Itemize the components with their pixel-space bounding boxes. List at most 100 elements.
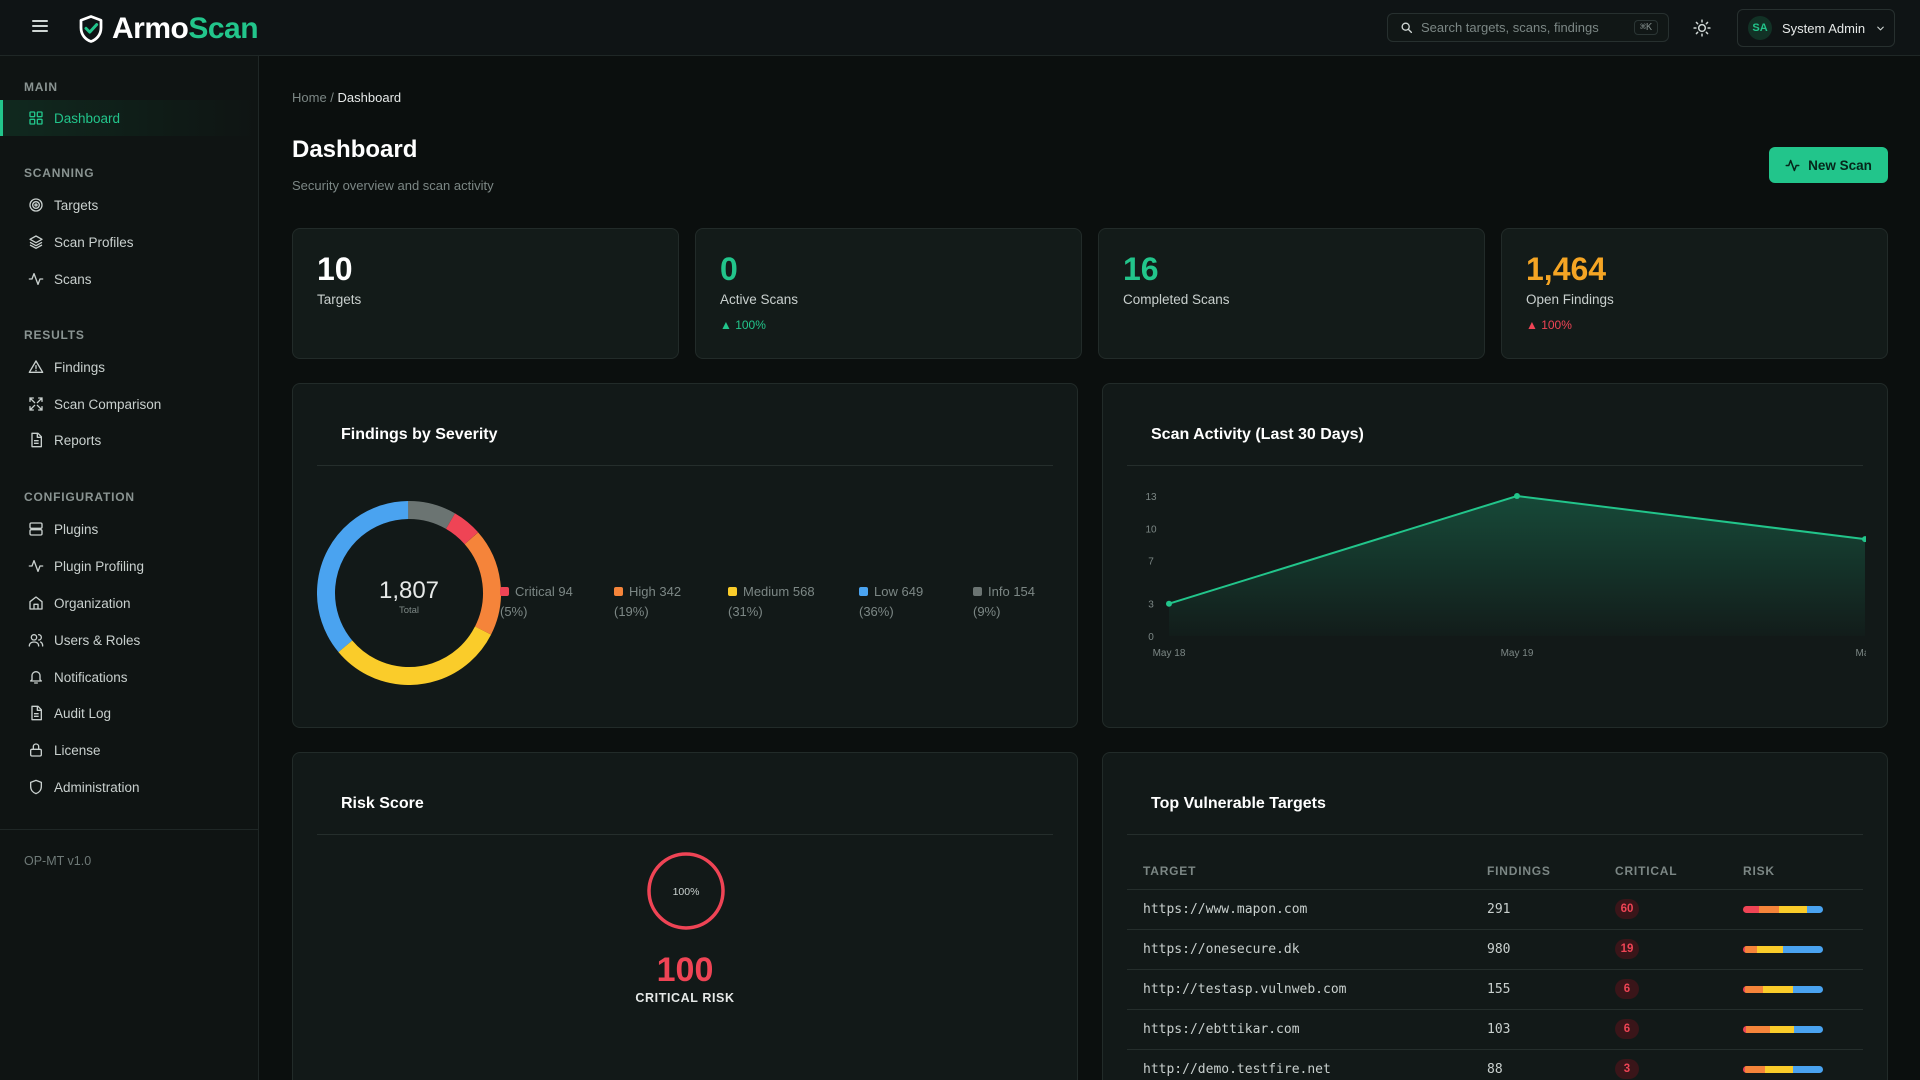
panel-title: Risk Score bbox=[341, 795, 424, 812]
risk-score-value: 100 bbox=[656, 951, 714, 989]
critical-badge: 3 bbox=[1615, 1059, 1639, 1079]
sidebar-item-audit-log[interactable]: Audit Log bbox=[0, 695, 258, 731]
legend-item-info[interactable]: Info 154 (9%) bbox=[973, 584, 1036, 619]
sidebar-item-dashboard[interactable]: Dashboard bbox=[0, 100, 258, 136]
global-search[interactable]: ⌘K bbox=[1387, 13, 1669, 42]
app-logo[interactable]: ArmoScan bbox=[76, 12, 259, 46]
legend-item-medium[interactable]: Medium 568 (31%) bbox=[728, 584, 815, 619]
risk-bar bbox=[1743, 1065, 1823, 1073]
risk-bar-segment bbox=[1743, 905, 1759, 913]
sidebar-section-configuration: CONFIGURATION bbox=[24, 490, 135, 504]
sidebar-item-notifications[interactable]: Notifications bbox=[0, 659, 258, 695]
sidebar-item-label: Audit Log bbox=[54, 705, 112, 721]
top-vulnerable-targets-panel: Top Vulnerable Targets TARGET FINDINGS C… bbox=[1102, 752, 1888, 1080]
risk-bar-segment bbox=[1744, 945, 1757, 953]
risk-bar-segment bbox=[1743, 945, 1745, 953]
panel-divider bbox=[317, 465, 1053, 466]
data-point[interactable] bbox=[1514, 493, 1520, 499]
stat-value: 16 bbox=[1123, 251, 1159, 287]
target-url[interactable]: https://ebttikar.com bbox=[1127, 1009, 1471, 1050]
sidebar-item-label: Targets bbox=[54, 197, 99, 213]
sidebar-item-targets[interactable]: Targets bbox=[0, 187, 258, 223]
stat-card-completed-scans[interactable]: 16 Completed Scans bbox=[1098, 228, 1485, 359]
target-url[interactable]: https://www.mapon.com bbox=[1127, 889, 1471, 930]
risk-bar-segment bbox=[1743, 985, 1746, 993]
legend-swatch bbox=[728, 587, 737, 596]
risk-bar-segment bbox=[1779, 905, 1807, 913]
sidebar-item-label: Scan Profiles bbox=[54, 234, 134, 250]
sidebar-item-reports[interactable]: Reports bbox=[0, 422, 258, 458]
target-url[interactable]: http://demo.testfire.net bbox=[1127, 1049, 1471, 1080]
x-tick-label: May 19 bbox=[1501, 648, 1534, 659]
column-header-target[interactable]: TARGET bbox=[1127, 853, 1471, 890]
findings-count: 88 bbox=[1471, 1049, 1599, 1080]
legend-swatch bbox=[500, 587, 509, 596]
avatar: SA bbox=[1748, 16, 1772, 40]
column-header-risk[interactable]: RISK bbox=[1727, 853, 1863, 890]
risk-cell bbox=[1727, 889, 1863, 930]
layers-icon bbox=[28, 234, 44, 250]
sidebar-item-users-roles[interactable]: Users & Roles bbox=[0, 622, 258, 658]
lock-icon bbox=[28, 742, 44, 758]
sidebar-item-scans[interactable]: Scans bbox=[0, 261, 258, 297]
shield-check-icon bbox=[79, 15, 103, 43]
y-tick-label: 13 bbox=[1145, 492, 1157, 503]
activity-icon bbox=[1785, 159, 1800, 171]
activity-icon bbox=[28, 558, 44, 574]
sidebar-item-label: Administration bbox=[54, 779, 140, 795]
critical-cell: 60 bbox=[1599, 889, 1727, 930]
breadcrumb-home[interactable]: Home bbox=[292, 90, 327, 105]
sidebar-item-administration[interactable]: Administration bbox=[0, 769, 258, 805]
stat-label: Completed Scans bbox=[1123, 292, 1230, 307]
users-icon bbox=[28, 632, 44, 648]
sidebar-item-label: Users & Roles bbox=[54, 632, 141, 648]
x-tick-label: May 18 bbox=[1153, 648, 1186, 659]
sidebar-divider bbox=[0, 829, 258, 830]
chevron-down-icon bbox=[1877, 26, 1884, 30]
sidebar-item-label: Notifications bbox=[54, 669, 128, 685]
risk-bar-segment bbox=[1770, 1025, 1795, 1033]
risk-bar-segment bbox=[1762, 985, 1794, 993]
stat-card-active-scans[interactable]: 0 Active Scans ▲ 100% bbox=[695, 228, 1082, 359]
target-url[interactable]: http://testasp.vulnweb.com bbox=[1127, 969, 1471, 1010]
sidebar-item-plugin-profiling[interactable]: Plugin Profiling bbox=[0, 548, 258, 584]
sidebar-item-plugins[interactable]: Plugins bbox=[0, 511, 258, 547]
column-header-critical[interactable]: CRITICAL bbox=[1599, 853, 1727, 890]
search-input[interactable] bbox=[1421, 20, 1621, 35]
sidebar-item-findings[interactable]: Findings bbox=[0, 349, 258, 385]
table-row[interactable]: http://testasp.vulnweb.com 155 6 bbox=[1127, 969, 1863, 1010]
stat-label: Open Findings bbox=[1526, 292, 1614, 307]
column-header-findings[interactable]: FINDINGS bbox=[1471, 853, 1599, 890]
sidebar-item-scan-profiles[interactable]: Scan Profiles bbox=[0, 224, 258, 260]
legend-item-high[interactable]: High 342 (19%) bbox=[614, 584, 682, 619]
table-row[interactable]: https://ebttikar.com 103 6 bbox=[1127, 1009, 1863, 1050]
risk-bar-segment bbox=[1765, 1065, 1794, 1073]
panel-title: Top Vulnerable Targets bbox=[1151, 795, 1326, 812]
severity-donut-chart: 1,807 Total bbox=[317, 501, 501, 685]
data-point[interactable] bbox=[1166, 600, 1172, 607]
data-point[interactable] bbox=[1862, 536, 1867, 543]
legend-item-critical[interactable]: Critical 94 (5%) bbox=[500, 584, 573, 619]
table-row[interactable]: https://onesecure.dk 980 19 bbox=[1127, 929, 1863, 970]
donut-slice-high[interactable] bbox=[317, 501, 501, 685]
theme-toggle-sun-icon[interactable] bbox=[1692, 18, 1712, 38]
legend-item-low[interactable]: Low 649 (36%) bbox=[859, 584, 924, 619]
stat-card-targets[interactable]: 10 Targets bbox=[292, 228, 679, 359]
sidebar-item-scan-comparison[interactable]: Scan Comparison bbox=[0, 386, 258, 422]
stat-card-open-findings[interactable]: 1,464 Open Findings ▲ 100% bbox=[1501, 228, 1888, 359]
risk-bar bbox=[1743, 905, 1823, 913]
bell-icon bbox=[28, 669, 44, 685]
target-url[interactable]: https://onesecure.dk bbox=[1127, 929, 1471, 970]
target-icon bbox=[28, 197, 44, 213]
table-row[interactable]: http://demo.testfire.net 88 3 bbox=[1127, 1049, 1863, 1080]
page-title: Dashboard bbox=[292, 136, 418, 163]
panel-divider bbox=[1127, 834, 1863, 835]
risk-bar-segment bbox=[1743, 1065, 1746, 1073]
sidebar-item-license[interactable]: License bbox=[0, 732, 258, 768]
table-row[interactable]: https://www.mapon.com 291 60 bbox=[1127, 889, 1863, 930]
menu-icon[interactable] bbox=[32, 19, 50, 33]
panel-divider bbox=[1127, 465, 1863, 466]
new-scan-button[interactable]: New Scan bbox=[1769, 147, 1888, 183]
sidebar-item-organization[interactable]: Organization bbox=[0, 585, 258, 621]
user-menu[interactable]: SA System Admin bbox=[1737, 9, 1895, 47]
